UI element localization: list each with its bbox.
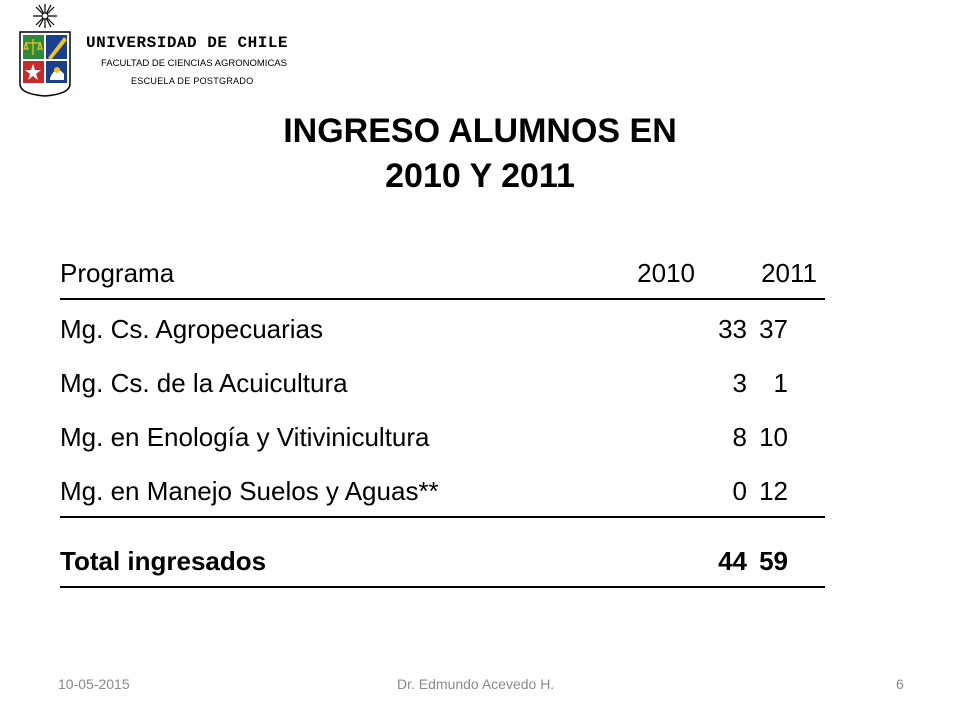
total-2011: 59 (759, 546, 788, 576)
value-2010: 3 (732, 368, 747, 398)
value-2011: 1 (773, 368, 788, 398)
page-number: 6 (896, 676, 904, 692)
slide-title-line1: INGRESO ALUMNOS EN (283, 112, 677, 150)
table-row: Mg. Cs. de la Acuicultura 3 1 (60, 368, 825, 408)
footer-author: Dr. Edmundo Acevedo H. (397, 676, 555, 692)
value-2011: 10 (759, 422, 788, 452)
slide-title-line2: 2010 Y 2011 (385, 157, 575, 195)
value-2010: 0 (732, 476, 747, 506)
column-header-2010: 2010 (637, 258, 695, 288)
university-crest-icon (14, 2, 76, 98)
program-name: Mg. en Manejo Suelos y Aguas** (60, 476, 439, 506)
table-row: Mg. en Enología y Vitivinicultura 8 10 (60, 422, 825, 462)
program-name: Mg. Cs. de la Acuicultura (60, 368, 348, 398)
total-2010: 44 (718, 546, 747, 576)
value-2010: 8 (732, 422, 747, 452)
footer-date: 10-05-2015 (58, 676, 130, 692)
table-row: Mg. Cs. Agropecuarias 33 37 (60, 314, 825, 354)
total-label: Total ingresados (60, 546, 267, 576)
faculty-name: FACULTAD DE CIENCIAS AGRONOMICAS (101, 58, 287, 69)
school-name: ESCUELA DE POSTGRADO (131, 76, 254, 86)
value-2010: 33 (718, 314, 747, 344)
program-name: Mg. Cs. Agropecuarias (60, 314, 324, 344)
column-header-2011: 2011 (761, 258, 817, 288)
table-header-row: Programa 2010 2011 (60, 258, 825, 300)
program-name: Mg. en Enología y Vitivinicultura (60, 422, 430, 452)
value-2011: 37 (759, 314, 788, 344)
value-2011: 12 (759, 476, 788, 506)
university-name: UNIVERSIDAD DE CHILE (86, 34, 289, 52)
column-header-program: Programa (60, 258, 175, 288)
table-total-row: Total ingresados 44 59 (60, 546, 825, 588)
table-row: Mg. en Manejo Suelos y Aguas** 0 12 (60, 476, 825, 518)
